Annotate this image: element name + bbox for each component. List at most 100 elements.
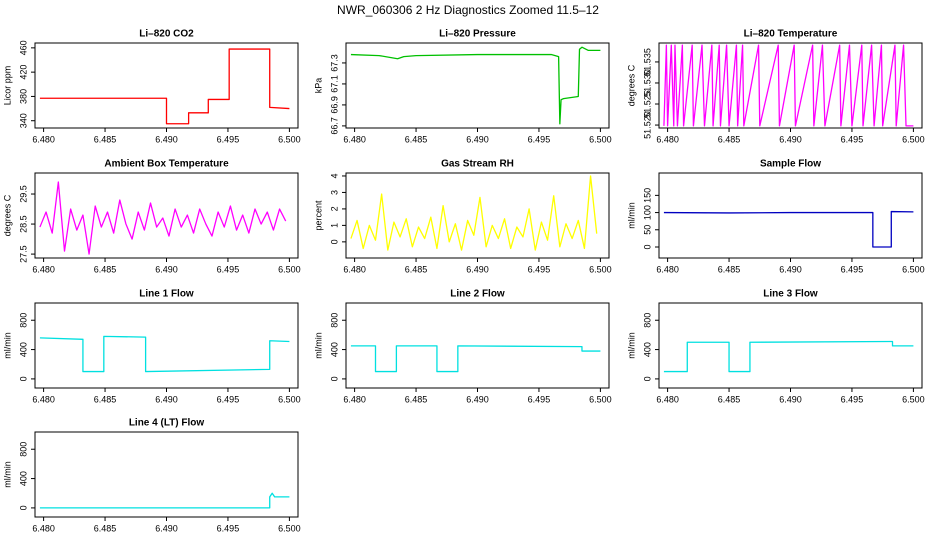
y-tick-label: 0 [329, 239, 339, 244]
data-line [350, 46, 601, 125]
x-tick-label: 6.500 [589, 134, 612, 144]
x-tick-label: 6.490 [155, 134, 178, 144]
y-tick-label: 2 [329, 206, 339, 211]
x-tick-label: 6.480 [343, 134, 366, 144]
y-tick-label: 800 [329, 313, 339, 328]
panel-title: Li–820 Pressure [439, 29, 516, 40]
y-tick-label: 50 [642, 225, 652, 235]
y-tick-label: 100 [642, 205, 652, 220]
y-tick-label: 0 [329, 376, 339, 381]
x-tick-label: 6.480 [32, 394, 55, 404]
data-line [663, 210, 914, 248]
data-line [350, 175, 598, 251]
x-tick-label: 6.480 [656, 264, 679, 274]
data-line [350, 345, 601, 373]
y-tick-label: 800 [18, 313, 28, 328]
x-tick-label: 6.495 [528, 134, 551, 144]
x-tick-label: 6.490 [155, 394, 178, 404]
x-tick-label: 6.480 [343, 264, 366, 274]
x-tick-label: 6.485 [94, 264, 117, 274]
x-tick-label: 6.485 [718, 264, 741, 274]
y-tick-label: 67.3 [329, 54, 339, 72]
x-tick-label: 6.495 [528, 394, 551, 404]
panel-title: Line 1 Flow [139, 289, 194, 300]
y-tick-label: 400 [18, 342, 28, 357]
x-tick-label: 6.490 [155, 264, 178, 274]
y-tick-label: 0 [642, 244, 652, 249]
y-tick-label: 51.520 [642, 111, 652, 139]
y-axis-label: percent [313, 200, 323, 231]
y-tick-label: 28.5 [18, 215, 28, 233]
data-line [663, 44, 914, 127]
y-tick-label: 150 [642, 188, 652, 203]
y-axis-label: ml/min [626, 332, 636, 359]
y-tick-label: 420 [18, 65, 28, 80]
x-tick-label: 6.485 [718, 134, 741, 144]
y-tick-label: 400 [329, 342, 339, 357]
y-tick-label: 29.5 [18, 185, 28, 203]
y-tick-label: 51.525 [642, 90, 652, 118]
x-tick-label: 6.485 [718, 394, 741, 404]
y-tick-label: 380 [18, 89, 28, 104]
x-tick-label: 6.480 [656, 134, 679, 144]
x-tick-label: 6.480 [656, 394, 679, 404]
y-tick-label: 27.5 [18, 245, 28, 263]
x-tick-label: 6.500 [278, 394, 301, 404]
x-tick-label: 6.485 [94, 523, 117, 533]
y-axis-label: ml/min [2, 332, 12, 359]
y-tick-label: 66.9 [329, 96, 339, 114]
y-axis-label: degrees C [2, 194, 12, 236]
y-tick-label: 4 [329, 173, 339, 178]
y-tick-label: 460 [18, 40, 28, 55]
x-tick-label: 6.495 [217, 264, 240, 274]
x-tick-label: 6.500 [902, 134, 925, 144]
y-tick-label: 0 [18, 505, 28, 510]
x-tick-label: 6.490 [779, 134, 802, 144]
x-tick-label: 6.495 [217, 134, 240, 144]
data-line [39, 492, 290, 509]
y-axis-label: ml/min [626, 202, 636, 229]
data-line [663, 340, 914, 373]
x-tick-label: 6.480 [343, 394, 366, 404]
x-tick-label: 6.500 [902, 394, 925, 404]
x-tick-label: 6.500 [589, 394, 612, 404]
y-tick-label: 51.530 [642, 69, 652, 97]
data-line [39, 181, 287, 255]
x-tick-label: 6.485 [405, 394, 428, 404]
x-tick-label: 6.485 [94, 394, 117, 404]
y-axis-label: Licor ppm [2, 66, 12, 106]
y-tick-label: 1 [329, 223, 339, 228]
y-axis-label: ml/min [2, 461, 12, 488]
x-tick-label: 6.500 [278, 523, 301, 533]
x-tick-label: 6.485 [405, 134, 428, 144]
x-tick-label: 6.495 [217, 523, 240, 533]
x-tick-label: 6.485 [405, 264, 428, 274]
x-tick-label: 6.490 [466, 394, 489, 404]
x-tick-label: 6.485 [94, 134, 117, 144]
y-axis-label: degrees C [626, 64, 636, 106]
panel-title: Gas Stream RH [441, 159, 514, 170]
x-tick-label: 6.490 [155, 523, 178, 533]
panel-title: Line 3 Flow [763, 289, 818, 300]
y-tick-label: 800 [642, 313, 652, 328]
data-line [39, 335, 290, 373]
x-tick-label: 6.490 [779, 394, 802, 404]
x-tick-label: 6.490 [466, 134, 489, 144]
page-title: NWR_060306 2 Hz Diagnostics Zoomed 11.5–… [337, 3, 599, 17]
x-tick-label: 6.495 [841, 264, 864, 274]
y-tick-label: 3 [329, 190, 339, 195]
data-line [39, 48, 290, 125]
x-tick-label: 6.490 [466, 264, 489, 274]
y-tick-label: 0 [18, 376, 28, 381]
panel-title: Li–820 Temperature [744, 29, 838, 40]
x-tick-label: 6.495 [841, 134, 864, 144]
y-tick-label: 51.535 [642, 48, 652, 76]
panel-title: Line 4 (LT) Flow [129, 418, 205, 429]
x-tick-label: 6.500 [902, 264, 925, 274]
panel-title: Line 2 Flow [450, 289, 505, 300]
x-tick-label: 6.500 [278, 264, 301, 274]
y-tick-label: 400 [18, 471, 28, 486]
x-tick-label: 6.490 [779, 264, 802, 274]
